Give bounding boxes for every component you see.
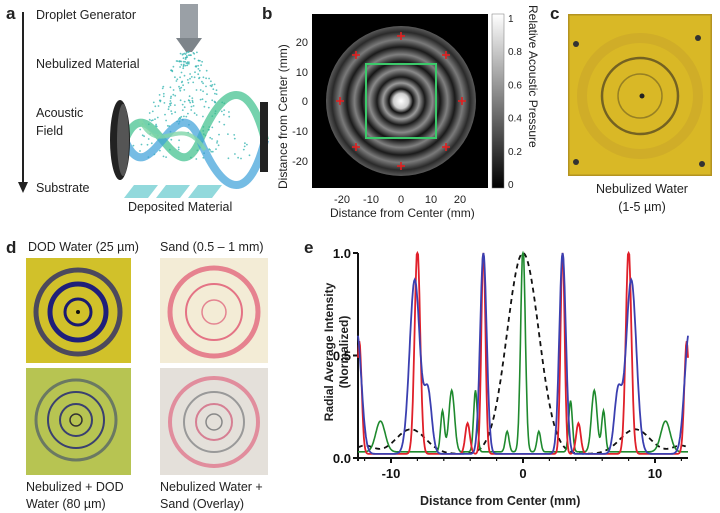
- panel-e-chart: 0.0 0.5 1.0 -10 0 10: [333, 246, 689, 481]
- panel-b-xtick: -20: [334, 194, 350, 206]
- panel-b-xtick: -10: [363, 194, 379, 206]
- colorbar: [491, 13, 505, 189]
- label-field: Field: [36, 124, 64, 138]
- transducer-marker: [458, 97, 466, 105]
- panel-b-ytick: -20: [292, 156, 308, 168]
- panel-a-schematic: [18, 4, 269, 198]
- label-substrate: Substrate: [36, 181, 90, 195]
- y-tick-label: 0.0: [333, 451, 351, 466]
- acoustic-wave: [121, 91, 269, 189]
- transducer-marker: [352, 143, 360, 151]
- panel-c-caption-2: (1-5 µm): [618, 200, 666, 214]
- transducer-marker: [336, 97, 344, 105]
- panel-a-letter: a: [6, 4, 16, 23]
- panel-d-letter: d: [6, 238, 17, 257]
- transducer-marker: [442, 143, 450, 151]
- y-tick-label: 0.5: [333, 349, 351, 364]
- label-nebulized-dod-1: Nebulized + DOD: [26, 480, 124, 494]
- green-roi-box: [365, 63, 437, 139]
- series-red: [357, 250, 689, 455]
- label-nebulized-material: Nebulized Material: [36, 57, 140, 71]
- panel-b-xtick: 20: [454, 194, 466, 206]
- photo-sand: [160, 258, 268, 363]
- label-sand: Sand (0.5 – 1 mm): [160, 240, 264, 254]
- transducer-right: [260, 102, 268, 172]
- label-water-sand-2: Sand (Overlay): [160, 497, 245, 511]
- photo-nebulized-water: [568, 14, 712, 176]
- label-nebulized-dod-2: Water (80 µm): [26, 497, 106, 511]
- colorbar-tick: 0.4: [508, 114, 522, 125]
- panel-b-ytick: 0: [302, 96, 308, 108]
- y-tick-label: 1.0: [333, 246, 351, 261]
- label-deposited-material: Deposited Material: [128, 200, 233, 214]
- panel-e-xlabel: Distance from Center (mm): [420, 494, 581, 508]
- colorbar-tick: 0.8: [508, 47, 522, 58]
- nebulized-spray: [123, 51, 251, 160]
- deposited-strips: [124, 185, 222, 198]
- label-water-sand-1: Nebulized Water +: [160, 480, 263, 494]
- nozzle-tip: [176, 38, 202, 52]
- photo-dod-water: [26, 258, 131, 363]
- panel-b-pressure-map: -20 -10 0 10 20 20 10 0 -10 -20 1 0.8 0.6 0.4 0.2 0: [292, 13, 522, 206]
- transducer-marker: [397, 162, 405, 170]
- panel-b-letter: b: [262, 4, 273, 23]
- panel-b-xtick: 10: [425, 194, 437, 206]
- series-blue: [357, 252, 689, 455]
- panel-b-ytick: -10: [292, 126, 308, 138]
- series-dashed: [357, 252, 689, 455]
- flow-arrow-head: [18, 182, 28, 193]
- pressure-rings: [326, 26, 476, 176]
- photo-nebulized-dod: [26, 368, 131, 475]
- x-tick-label: -10: [382, 466, 401, 481]
- panel-e-letter: e: [304, 238, 314, 257]
- series-green: [358, 250, 688, 453]
- panel-c-caption-1: Nebulized Water: [596, 182, 688, 196]
- nozzle-body: [180, 4, 198, 38]
- transducer-marker: [397, 32, 405, 40]
- transducer-marker: [442, 51, 450, 59]
- panel-b-xtick: 0: [398, 194, 404, 206]
- transducer-marker: [352, 51, 360, 59]
- colorbar-label: Relative Acoustic Pressure: [526, 5, 540, 148]
- label-acoustic: Acoustic: [36, 106, 84, 120]
- colorbar-tick: 0.6: [508, 80, 522, 91]
- panel-b-ytick: 10: [296, 67, 308, 79]
- label-droplet-generator: Droplet Generator: [36, 8, 137, 22]
- panel-c-letter: c: [550, 4, 560, 23]
- x-tick-label: 0: [519, 466, 526, 481]
- colorbar-tick: 1: [508, 14, 514, 25]
- photo-water-sand-overlay: [160, 368, 268, 475]
- panel-b-xlabel: Distance from Center (mm): [330, 206, 475, 220]
- x-tick-label: 10: [648, 466, 662, 481]
- panel-b-ylabel: Distance from Center (mm): [276, 44, 290, 189]
- colorbar-tick: 0.2: [508, 147, 522, 158]
- colorbar-tick: 0: [508, 180, 514, 191]
- transducer-markers: [336, 32, 466, 170]
- panel-b-ytick: 20: [296, 37, 308, 49]
- label-dod-water: DOD Water (25 µm): [28, 240, 139, 254]
